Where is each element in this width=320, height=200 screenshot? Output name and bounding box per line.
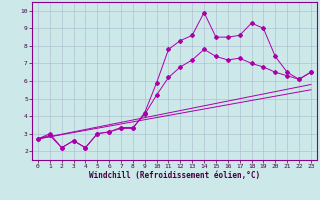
X-axis label: Windchill (Refroidissement éolien,°C): Windchill (Refroidissement éolien,°C) (89, 171, 260, 180)
